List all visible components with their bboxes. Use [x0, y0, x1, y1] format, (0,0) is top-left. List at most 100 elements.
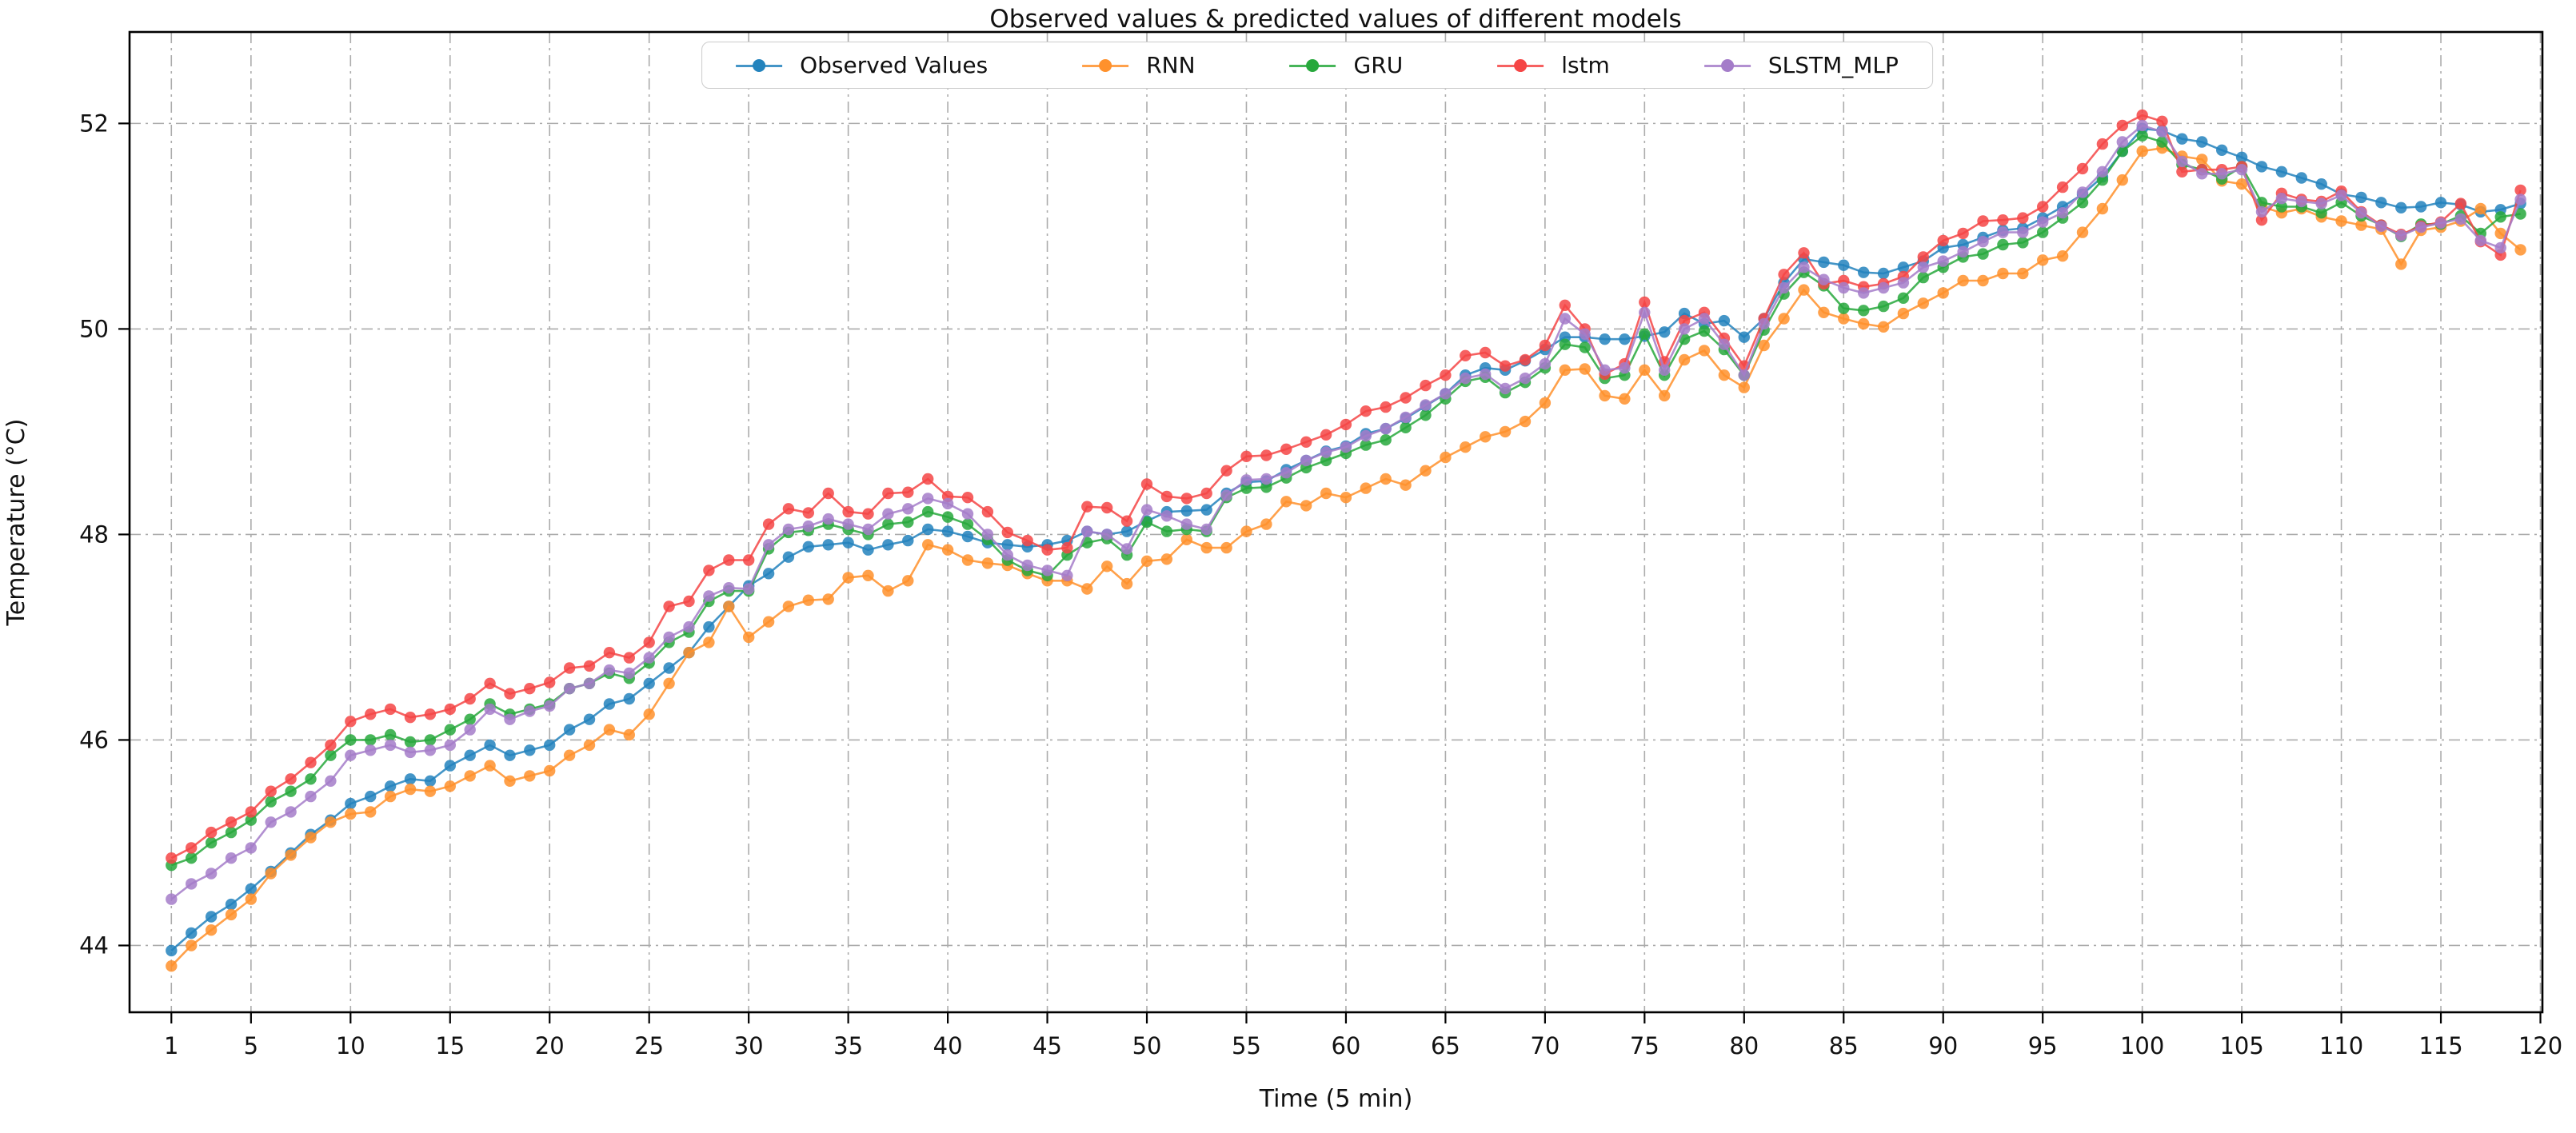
data-point-rnn[interactable]	[623, 728, 635, 741]
data-point-slstm-mlp[interactable]	[1818, 273, 1830, 285]
data-point-rnn[interactable]	[862, 569, 874, 581]
data-point-lstm[interactable]	[2076, 162, 2089, 175]
data-point-observed-values[interactable]	[544, 739, 556, 752]
data-point-slstm-mlp[interactable]	[1579, 328, 1591, 340]
data-point-lstm[interactable]	[563, 662, 576, 674]
data-point-slstm-mlp[interactable]	[2156, 126, 2168, 138]
data-point-slstm-mlp[interactable]	[2037, 216, 2049, 228]
data-point-slstm-mlp[interactable]	[1120, 543, 1133, 555]
data-point-observed-values[interactable]	[2375, 197, 2387, 209]
data-point-slstm-mlp[interactable]	[2494, 241, 2506, 254]
data-point-gru[interactable]	[1260, 481, 1272, 493]
data-point-gru[interactable]	[2275, 201, 2288, 213]
data-point-lstm[interactable]	[1957, 227, 1969, 240]
data-point-rnn[interactable]	[544, 764, 556, 777]
data-point-slstm-mlp[interactable]	[205, 868, 218, 880]
data-point-rnn[interactable]	[1818, 306, 1830, 318]
data-point-rnn[interactable]	[1300, 500, 1312, 512]
data-point-slstm-mlp[interactable]	[902, 503, 914, 515]
data-point-gru[interactable]	[325, 749, 337, 761]
data-point-rnn[interactable]	[205, 924, 218, 936]
data-point-rnn[interactable]	[1539, 397, 1552, 409]
data-point-gru[interactable]	[464, 713, 476, 725]
data-point-gru[interactable]	[1838, 302, 1850, 314]
data-point-observed-values[interactable]	[1718, 314, 1731, 327]
data-point-lstm[interactable]	[583, 660, 596, 672]
data-point-rnn[interactable]	[1619, 393, 1631, 405]
data-point-slstm-mlp[interactable]	[1897, 277, 1910, 289]
data-point-slstm-mlp[interactable]	[1140, 504, 1153, 516]
data-point-observed-values[interactable]	[2434, 197, 2447, 209]
data-point-lstm[interactable]	[285, 773, 297, 785]
data-point-slstm-mlp[interactable]	[305, 790, 317, 803]
data-point-slstm-mlp[interactable]	[1340, 441, 1352, 453]
data-point-slstm-mlp[interactable]	[2355, 207, 2367, 219]
data-point-slstm-mlp[interactable]	[2514, 193, 2526, 205]
data-point-gru[interactable]	[2136, 130, 2148, 142]
data-point-lstm[interactable]	[902, 486, 914, 498]
data-point-lstm[interactable]	[1778, 269, 1790, 281]
data-point-rnn[interactable]	[1678, 353, 1691, 366]
data-point-observed-values[interactable]	[424, 775, 437, 787]
data-point-rnn[interactable]	[1838, 313, 1850, 325]
data-point-rnn[interactable]	[1977, 274, 1989, 287]
data-point-lstm[interactable]	[2096, 138, 2109, 150]
data-point-rnn[interactable]	[2395, 258, 2407, 270]
data-point-lstm[interactable]	[1120, 515, 1133, 527]
data-point-lstm[interactable]	[1300, 436, 1312, 448]
data-point-rnn[interactable]	[1599, 389, 1611, 402]
data-point-slstm-mlp[interactable]	[1997, 226, 2009, 238]
data-point-lstm[interactable]	[384, 703, 397, 716]
data-point-lstm[interactable]	[245, 806, 257, 818]
data-point-observed-values[interactable]	[504, 749, 516, 761]
data-point-gru[interactable]	[384, 728, 397, 741]
data-point-slstm-mlp[interactable]	[1001, 549, 1014, 561]
data-point-lstm[interactable]	[922, 473, 934, 485]
data-point-slstm-mlp[interactable]	[2295, 195, 2307, 208]
data-point-slstm-mlp[interactable]	[981, 529, 994, 541]
data-point-slstm-mlp[interactable]	[1480, 368, 1492, 381]
data-point-slstm-mlp[interactable]	[1639, 306, 1651, 318]
data-point-rnn[interactable]	[1220, 541, 1232, 554]
data-point-gru[interactable]	[205, 836, 218, 849]
data-point-slstm-mlp[interactable]	[1380, 422, 1392, 435]
data-point-rnn[interactable]	[484, 760, 496, 772]
data-point-rnn[interactable]	[941, 544, 954, 556]
data-point-lstm[interactable]	[1360, 405, 1372, 417]
data-point-gru[interactable]	[2116, 145, 2128, 158]
data-point-observed-values[interactable]	[583, 713, 596, 725]
data-point-slstm-mlp[interactable]	[663, 631, 675, 644]
data-point-observed-values[interactable]	[166, 944, 178, 957]
data-point-observed-values[interactable]	[2395, 201, 2407, 213]
data-point-slstm-mlp[interactable]	[544, 700, 556, 712]
data-point-slstm-mlp[interactable]	[1539, 357, 1552, 370]
data-point-rnn[interactable]	[1101, 561, 1113, 572]
data-point-gru[interactable]	[404, 736, 417, 748]
data-point-observed-values[interactable]	[205, 911, 218, 923]
data-point-rnn[interactable]	[1260, 518, 1272, 530]
data-point-lstm[interactable]	[1260, 449, 1272, 461]
data-point-gru[interactable]	[186, 852, 198, 864]
data-point-observed-values[interactable]	[484, 739, 496, 752]
data-point-lstm[interactable]	[1460, 349, 1472, 361]
data-point-observed-values[interactable]	[225, 898, 238, 911]
data-point-rnn[interactable]	[2017, 267, 2029, 280]
data-point-rnn[interactable]	[802, 594, 814, 606]
data-point-rnn[interactable]	[384, 790, 397, 803]
data-point-slstm-mlp[interactable]	[842, 518, 854, 530]
data-point-slstm-mlp[interactable]	[2096, 166, 2109, 178]
data-point-slstm-mlp[interactable]	[2454, 213, 2467, 225]
data-point-slstm-mlp[interactable]	[2136, 119, 2148, 132]
data-point-slstm-mlp[interactable]	[464, 724, 476, 736]
data-point-lstm[interactable]	[603, 647, 616, 659]
legend[interactable]: Observed Values RNN GRU lstm SLSTM_MLP	[701, 42, 1933, 89]
data-point-slstm-mlp[interactable]	[1758, 317, 1770, 330]
data-point-lstm[interactable]	[2037, 201, 2049, 213]
legend-item-rnn[interactable]: RNN	[1082, 52, 1196, 78]
data-point-slstm-mlp[interactable]	[2116, 136, 2128, 148]
data-point-observed-values[interactable]	[941, 525, 954, 537]
data-point-slstm-mlp[interactable]	[2275, 193, 2288, 205]
data-point-lstm[interactable]	[2176, 166, 2188, 178]
data-point-slstm-mlp[interactable]	[325, 775, 337, 787]
data-point-rnn[interactable]	[1698, 345, 1711, 357]
